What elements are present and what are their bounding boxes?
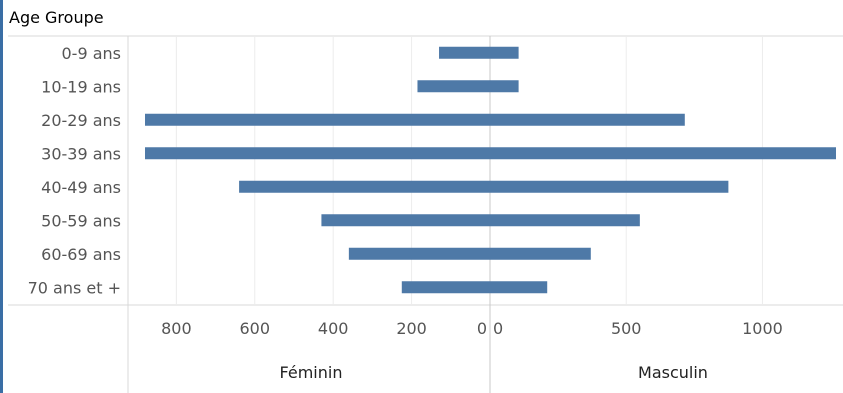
tick-label-masculin: 1000 bbox=[742, 319, 783, 338]
bar-masculin[interactable] bbox=[490, 180, 729, 193]
labels-layer: 0-9 ans 10-19 ans 20-29 ans 30-39 ans 40-49 … bbox=[28, 44, 783, 382]
tick-label-feminin: 400 bbox=[318, 319, 349, 338]
bar-masculin[interactable] bbox=[490, 214, 640, 227]
bar-masculin[interactable] bbox=[490, 147, 836, 160]
tick-label-feminin: 0 bbox=[477, 319, 487, 338]
category-label: 30-39 ans bbox=[41, 144, 121, 163]
bar-masculin[interactable] bbox=[490, 46, 519, 59]
bar-masculin[interactable] bbox=[490, 247, 591, 260]
tick-label-feminin: 800 bbox=[161, 319, 192, 338]
category-label: 50-59 ans bbox=[41, 211, 121, 230]
bar-masculin[interactable] bbox=[490, 80, 519, 93]
grid-layer bbox=[8, 35, 843, 393]
tick-label-masculin: 500 bbox=[611, 319, 642, 338]
tick-label-feminin: 200 bbox=[396, 319, 427, 338]
bar-feminin[interactable] bbox=[145, 113, 490, 126]
bar-feminin[interactable] bbox=[321, 214, 490, 227]
bar-feminin[interactable] bbox=[239, 180, 490, 193]
category-label: 0-9 ans bbox=[62, 44, 122, 63]
tick-label-feminin: 600 bbox=[239, 319, 270, 338]
left-accent-bar bbox=[0, 0, 3, 393]
bar-masculin[interactable] bbox=[490, 113, 685, 126]
category-label: 10-19 ans bbox=[41, 77, 121, 96]
category-label: 20-29 ans bbox=[41, 111, 121, 130]
category-label: 70 ans et + bbox=[28, 278, 121, 297]
section-label-feminin: Féminin bbox=[280, 363, 343, 382]
tick-label-masculin: 0 bbox=[493, 319, 503, 338]
bar-feminin[interactable] bbox=[145, 147, 490, 160]
section-label-masculin: Masculin bbox=[638, 363, 708, 382]
category-label: 60-69 ans bbox=[41, 245, 121, 264]
field-label: Age Groupe bbox=[9, 8, 104, 27]
bar-masculin[interactable] bbox=[490, 281, 548, 294]
bar-feminin[interactable] bbox=[417, 80, 490, 93]
bars-layer bbox=[145, 46, 836, 294]
category-label: 40-49 ans bbox=[41, 178, 121, 197]
bar-feminin[interactable] bbox=[348, 247, 490, 260]
bar-feminin[interactable] bbox=[401, 281, 490, 294]
bar-feminin[interactable] bbox=[439, 46, 490, 59]
